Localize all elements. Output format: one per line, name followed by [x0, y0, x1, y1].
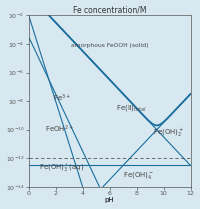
Text: amorphous FeOOH (solid): amorphous FeOOH (solid) [71, 43, 148, 48]
Text: Fe(OH)$_3^\circ$(aq): Fe(OH)$_3^\circ$(aq) [39, 162, 85, 174]
Title: Fe concentration/M: Fe concentration/M [73, 6, 146, 15]
X-axis label: pH: pH [105, 198, 114, 203]
Text: FeOH$^{2+}$: FeOH$^{2+}$ [45, 124, 74, 135]
Text: Fe(Ⅱ)$_{total}$: Fe(Ⅱ)$_{total}$ [116, 103, 147, 113]
Text: Fe$^{3+}$: Fe$^{3+}$ [53, 92, 71, 104]
Text: Fe(OH)$_4^-$: Fe(OH)$_4^-$ [123, 170, 154, 181]
Text: Fe(OH)$_2^+$: Fe(OH)$_2^+$ [153, 127, 184, 139]
